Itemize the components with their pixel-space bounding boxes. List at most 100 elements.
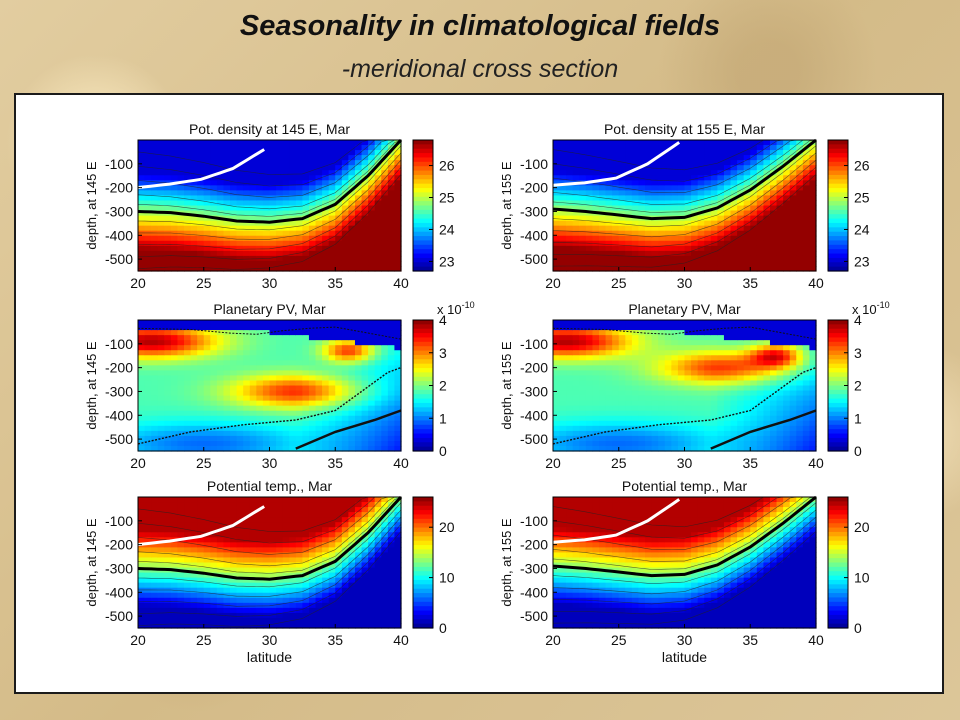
heatmap-cell (743, 175, 751, 181)
heatmap-cell (387, 195, 396, 202)
heatmap-cell (658, 375, 666, 382)
heatmap-cell (190, 170, 198, 176)
heatmap-cell (190, 577, 198, 584)
heatmap-cell (315, 245, 323, 252)
heatmap-cell (750, 320, 758, 326)
heatmap-cell (328, 390, 336, 397)
heatmap-cell (269, 370, 277, 377)
chart-panel-5: Potential temp., Mar-100-200-300-400-500… (84, 478, 455, 665)
heatmap-cell (262, 350, 271, 356)
heatmap-cell (170, 320, 179, 326)
heatmap-cell (638, 240, 646, 247)
heatmap-cell (704, 180, 712, 186)
heatmap-cell (381, 370, 389, 377)
heatmap-cell (658, 165, 666, 171)
heatmap-cell (236, 380, 244, 387)
heatmap-cell (553, 415, 561, 422)
heatmap-cell (236, 355, 244, 361)
heatmap-cell (697, 160, 705, 166)
heatmap-cell (664, 345, 672, 351)
heatmap-cell (170, 355, 179, 361)
heatmap-cell (677, 210, 686, 217)
heatmap-cell (328, 405, 336, 412)
heatmap-cell (230, 210, 238, 217)
heatmap-cell (361, 245, 369, 252)
heatmap-cell (348, 175, 356, 181)
heatmap-cell (783, 225, 791, 232)
heatmap-cell (348, 150, 356, 156)
heatmap-cell (599, 195, 607, 202)
colorbar-segment (828, 183, 848, 189)
heatmap-cell (216, 532, 225, 538)
heatmap-cell (645, 180, 653, 186)
heatmap-cell (322, 335, 330, 341)
heatmap-cell (151, 235, 159, 242)
heatmap-cell (157, 175, 165, 181)
heatmap-cell (809, 185, 817, 191)
contour-line (552, 145, 817, 228)
heatmap-cell (210, 612, 218, 619)
heatmap-cell (157, 330, 165, 336)
heatmap-cell (658, 145, 666, 151)
heatmap-cell (328, 170, 336, 176)
heatmap-cell (658, 370, 666, 377)
heatmap-cell (177, 497, 185, 503)
heatmap-cell (763, 250, 771, 257)
heatmap-cell (566, 220, 574, 227)
heatmap-cell (374, 325, 382, 331)
heatmap-cell (151, 255, 159, 262)
heatmap-cell (796, 245, 804, 252)
heatmap-cell (566, 325, 574, 331)
heatmap-cell (723, 425, 732, 432)
heatmap-cell (341, 400, 349, 407)
heatmap-cell (559, 385, 567, 392)
heatmap-cell (197, 522, 205, 528)
heatmap-cell (592, 415, 600, 422)
colorbar-segment (413, 148, 433, 154)
heatmap-cell (308, 160, 317, 166)
heatmap-cell (138, 240, 146, 247)
heatmap-cell (341, 145, 349, 151)
heatmap-cell (322, 350, 330, 356)
heatmap-cell (664, 205, 672, 212)
heatmap-cell (671, 350, 679, 356)
heatmap-cell (374, 260, 382, 267)
heatmap-cell (710, 415, 718, 422)
heatmap-cell (743, 370, 751, 377)
heatmap-cell (170, 400, 179, 407)
heatmap-cell (157, 165, 165, 171)
heatmap-cell (585, 425, 594, 432)
heatmap-cell (216, 542, 225, 548)
heatmap-cell (730, 230, 738, 237)
heatmap-cell (348, 140, 356, 146)
heatmap-cell (631, 375, 640, 382)
heatmap-cell (394, 445, 402, 452)
heatmap-cell (322, 170, 330, 176)
heatmap-cell (651, 375, 659, 382)
colorbar-segment (413, 359, 433, 365)
heatmap-cell (645, 350, 653, 356)
heatmap-cell (282, 380, 290, 387)
heatmap-cell (394, 260, 402, 267)
heatmap-cell (151, 345, 159, 351)
heatmap-cell (684, 185, 692, 191)
heatmap-cell (769, 385, 778, 392)
colorbar-tick-label: 2 (854, 378, 862, 394)
heatmap-cell (308, 145, 317, 151)
heatmap-cell (671, 390, 679, 397)
heatmap-cell (651, 440, 659, 447)
x-tick-label: 35 (742, 455, 758, 471)
heatmap-cell (249, 195, 257, 202)
heatmap-cell (559, 140, 567, 146)
heatmap-cell (164, 597, 172, 604)
heatmap-cell (658, 245, 666, 252)
heatmap-cell (730, 320, 738, 326)
heatmap-cell (295, 260, 303, 267)
heatmap-cell (184, 390, 192, 397)
heatmap-cell (684, 345, 692, 351)
heatmap-cell (230, 435, 238, 442)
heatmap-cell (249, 592, 257, 599)
heatmap-cell (170, 385, 179, 392)
heatmap-cell (394, 180, 402, 186)
heatmap-cell (164, 430, 172, 437)
